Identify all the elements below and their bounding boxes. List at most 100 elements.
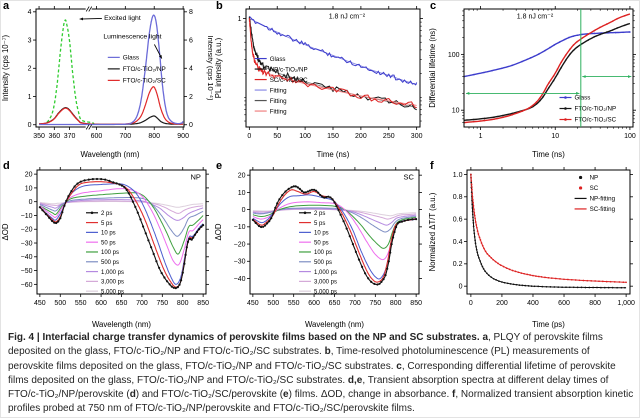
panel-f: f 0 200 400 600 800 1,000 0 0.2 0.4 0.6 0.8 1.0 Time…: [427, 160, 640, 330]
svg-text:3,000 ps: 3,000 ps: [314, 280, 337, 286]
series-group: [248, 15, 418, 111]
svg-text:FTO/c-TiO₂/SC: FTO/c-TiO₂/SC: [574, 117, 616, 124]
svg-text:100: 100: [624, 133, 636, 140]
series-group: [39, 14, 184, 126]
svg-text:Glass: Glass: [123, 55, 139, 62]
svg-text:0.6: 0.6: [453, 217, 463, 224]
svg-text:5 ps: 5 ps: [314, 221, 325, 227]
svg-text:600: 600: [558, 300, 570, 307]
legend: Glass FTO/c-TiO₂/NP FTO/c-TiO₂/SC: [559, 95, 617, 124]
svg-text:550: 550: [75, 300, 87, 307]
svg-text:8: 8: [189, 9, 193, 16]
caption-segment: a: [482, 332, 488, 343]
caption-segment: , Normalized transient absorption kineti…: [8, 389, 634, 415]
svg-text:700: 700: [136, 300, 148, 307]
svg-text:−10: −10: [234, 224, 246, 231]
plot-frame: [463, 8, 634, 128]
svg-text:250: 250: [383, 133, 395, 140]
svg-text:800: 800: [390, 300, 402, 307]
svg-text:5,000 ps: 5,000 ps: [101, 289, 124, 295]
figure-caption: Fig. 4 | Interfacial charge transfer dyn…: [8, 331, 634, 417]
panel-d-chart: 450 500 550 600 650 700 750 800 850 20 10 0 −10 −20 −3…: [1, 167, 209, 329]
axes: 450 500 550 600 650 700 750 800 850 20 10 0 −10 −20 −3…: [214, 167, 422, 329]
svg-text:10: 10: [25, 185, 33, 192]
svg-text:NP: NP: [590, 175, 599, 182]
panel-b-label: b: [216, 0, 223, 12]
caption-segment: b: [324, 346, 331, 358]
series-500 ps: [39, 197, 204, 237]
svg-text:500: 500: [54, 300, 66, 307]
svg-text:−10: −10: [21, 213, 33, 220]
svg-text:ΔOD: ΔOD: [1, 223, 10, 240]
svg-text:Glass: Glass: [574, 95, 590, 102]
svg-text:700: 700: [349, 300, 361, 307]
svg-text:650: 650: [329, 300, 341, 307]
svg-text:850: 850: [197, 300, 209, 307]
svg-text:20: 20: [25, 172, 33, 179]
svg-text:0: 0: [469, 300, 473, 307]
svg-text:600: 600: [95, 300, 107, 307]
annotation-text: 1.8 nJ cm⁻²: [329, 13, 366, 20]
axes: 0 200 400 600 800 1,000 0 0.2 0.4 0.6 0.8 1.0 Time (…: [428, 167, 635, 329]
series-group: [251, 185, 418, 286]
svg-text:PL intensity (a.u.): PL intensity (a.u.): [214, 37, 223, 98]
svg-text:360: 360: [48, 133, 60, 140]
svg-text:0.8: 0.8: [453, 194, 463, 201]
panel-e-chart: 450 500 550 600 650 700 750 800 850 20 10 0 −10 −20 −3…: [214, 167, 422, 329]
panel-c-label: c: [430, 0, 437, 12]
svg-text:700: 700: [119, 133, 131, 140]
panel-c-chart: 1 10 100 10 100 Time (ns) Differential lifetim…: [428, 6, 636, 159]
annotation-text: SC: [404, 172, 415, 181]
svg-text:Time (ns): Time (ns): [532, 150, 565, 159]
series-500 ps: [252, 207, 417, 233]
svg-text:NP/c-TiO₂/NP: NP/c-TiO₂/NP: [270, 66, 308, 73]
svg-text:Wavelength (nm): Wavelength (nm): [92, 320, 151, 329]
series-3,000 ps: [39, 200, 204, 214]
caption-segment: ) and FTO/c-TiO₂/SC/perovskite (: [135, 389, 284, 401]
legend: Glass NP/c-TiO₂/NP SC/c-TiO₂/SC Fitting Fitt…: [254, 56, 308, 115]
series-SC-fitting: [470, 174, 627, 283]
axes: 1 10 100 10 100 Time (ns) Differential lifetim…: [428, 6, 636, 159]
svg-text:FTO/c-TiO₂/NP: FTO/c-TiO₂/NP: [574, 106, 616, 113]
legend: Glass FTO/c-TiO₂/NP FTO/c-TiO₂/SC: [107, 55, 166, 85]
svg-text:Glass: Glass: [270, 56, 286, 63]
svg-text:2: 2: [189, 94, 193, 101]
svg-text:50 ps: 50 ps: [314, 240, 329, 246]
panel-a: a 350 360 370 600 700 800 900 0 1 2 3 4 0 2 4 6 8 Intensi…: [0, 0, 213, 160]
svg-text:Fitting: Fitting: [270, 98, 287, 105]
svg-text:Time (ps): Time (ps): [532, 320, 565, 329]
panel-b-chart: 0 50 100 150 200 250 300 1 Time (ns) PL intensity…: [214, 6, 423, 159]
legend: 2 ps 5 ps 10 ps 50 ps 100 ps 500 ps 1,000 ps 3,…: [299, 211, 337, 295]
svg-text:4: 4: [189, 66, 193, 73]
caption-segment: , PLQY of perovskite films deposited on …: [8, 332, 603, 358]
svg-text:200: 200: [496, 300, 508, 307]
series-Glass: [464, 31, 630, 78]
caption-segment: e: [283, 389, 289, 401]
svg-text:750: 750: [156, 300, 168, 307]
svg-text:2 ps: 2 ps: [314, 211, 325, 217]
svg-text:150: 150: [327, 133, 339, 140]
svg-text:10 ps: 10 ps: [101, 231, 116, 237]
svg-text:NP-fitting: NP-fitting: [590, 196, 616, 203]
caption-segment: d,e: [347, 374, 363, 386]
svg-text:800: 800: [589, 300, 601, 307]
axes: 350 360 370 600 700 800 9000123402468Intensity…: [1, 6, 213, 159]
svg-text:Normalized ΔT/T (a.u.): Normalized ΔT/T (a.u.): [428, 192, 437, 271]
svg-text:20: 20: [238, 173, 246, 180]
panel-f-label: f: [430, 160, 434, 172]
svg-text:650: 650: [116, 300, 128, 307]
annotation-text: NP: [191, 172, 201, 181]
caption-segment: c: [396, 360, 402, 372]
series-group: [470, 173, 627, 289]
svg-text:0.4: 0.4: [453, 239, 463, 246]
svg-text:10: 10: [238, 190, 246, 197]
caption-segment: ) films. ΔOD, change in absorbance.: [288, 389, 453, 401]
svg-text:100: 100: [448, 52, 460, 59]
svg-text:750: 750: [369, 300, 381, 307]
series-Glass: [249, 15, 418, 86]
svg-text:800: 800: [177, 300, 189, 307]
svg-text:200: 200: [355, 133, 367, 140]
svg-text:850: 850: [410, 300, 422, 307]
series-group: [464, 13, 631, 124]
